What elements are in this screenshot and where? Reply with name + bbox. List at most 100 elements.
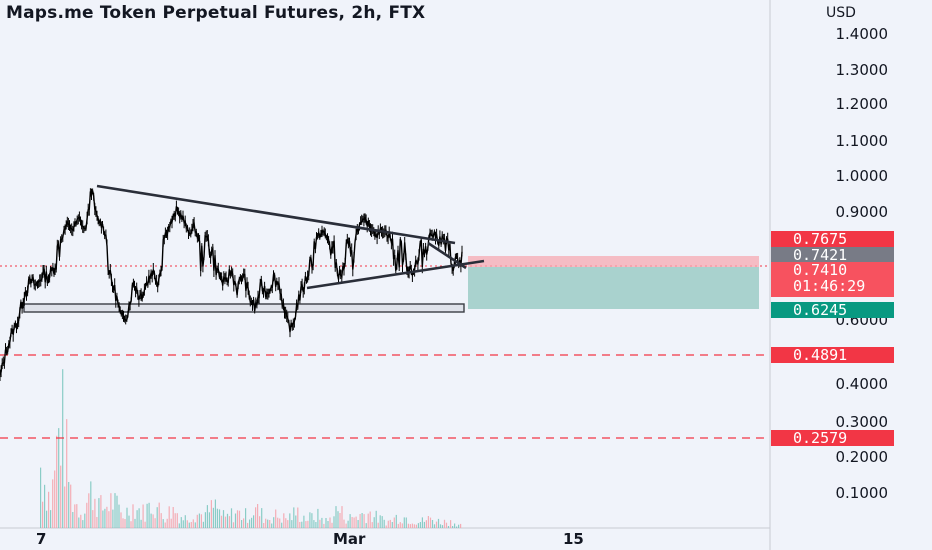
volume-bar xyxy=(94,498,96,528)
volume-bar xyxy=(243,518,245,528)
price-label-0.7421: 0.7421 xyxy=(771,247,894,263)
volume-bar xyxy=(365,523,367,528)
volume-bar xyxy=(259,516,261,528)
price-label-value: 0.7675 xyxy=(793,230,848,248)
volume-bar xyxy=(88,493,90,528)
volume-bar xyxy=(218,509,221,528)
volume-bar xyxy=(228,516,231,528)
volume-bar xyxy=(162,519,164,528)
volume-bar xyxy=(102,510,104,528)
volume-bar xyxy=(327,521,329,528)
volume-bar xyxy=(283,513,285,528)
time-tick-label: 7 xyxy=(36,530,47,548)
volume-bar xyxy=(76,504,78,528)
volume-bar xyxy=(441,525,444,528)
volume-bar xyxy=(184,515,186,528)
volume-bar xyxy=(186,520,188,528)
volume-bar xyxy=(425,520,427,528)
price-tick-label: 0.3000 xyxy=(835,413,889,431)
volume-bar xyxy=(247,522,249,528)
volume-bar xyxy=(154,518,156,528)
volume-bar xyxy=(112,509,114,528)
volume-bar xyxy=(353,517,355,528)
volume-bar xyxy=(170,518,172,528)
volume-bar xyxy=(226,513,229,528)
volume-bar xyxy=(359,514,361,528)
volume-bar xyxy=(405,517,407,528)
volume-bar xyxy=(417,523,419,528)
volume-bar xyxy=(257,504,259,528)
volume-bar xyxy=(341,506,343,528)
volume-bar xyxy=(194,522,196,528)
volume-bar xyxy=(190,522,192,528)
volume-bar xyxy=(399,522,401,528)
price-tick-label: 0.4000 xyxy=(835,375,889,393)
volume-bar xyxy=(413,524,415,528)
volume-bar xyxy=(403,517,405,528)
volume-bar xyxy=(214,499,216,528)
price-tick-label: 1.2000 xyxy=(835,95,889,113)
volume-bar xyxy=(395,514,397,528)
volume-bar xyxy=(387,520,389,528)
support-band[interactable] xyxy=(23,303,465,313)
short-position-tool[interactable] xyxy=(468,256,759,309)
volume-bar xyxy=(249,519,251,528)
volume-bar xyxy=(60,465,62,528)
volume-bar xyxy=(291,520,293,528)
volume-bar xyxy=(160,513,162,528)
bar-countdown: 01:46:29 xyxy=(793,277,866,295)
trendlines[interactable] xyxy=(96,184,485,290)
volume-bar xyxy=(66,419,68,528)
volume-bar xyxy=(301,521,303,528)
price-label-value: 0.7421 xyxy=(793,246,848,264)
price-label-0.6245: 0.6245 xyxy=(771,302,894,318)
volume-bar xyxy=(204,512,206,528)
volume-bar xyxy=(439,524,442,528)
volume-bar xyxy=(104,508,106,528)
volume-bar xyxy=(431,520,434,528)
volume-bar xyxy=(116,495,118,528)
volume-bar xyxy=(287,520,289,528)
volume-bar xyxy=(212,507,214,528)
volume-bar xyxy=(389,519,391,528)
volume-bar xyxy=(80,514,82,528)
volume-bar xyxy=(407,523,409,528)
volume-bar xyxy=(136,510,138,528)
volume-bar xyxy=(373,517,375,528)
price-label-0.4891: 0.4891 xyxy=(771,347,894,363)
volume-bar xyxy=(174,513,176,528)
volume-bar xyxy=(74,504,76,528)
volume-bar xyxy=(339,513,341,528)
volume-bar xyxy=(393,517,395,528)
resistance-trendline xyxy=(96,184,456,245)
volume-bar xyxy=(188,522,190,528)
volume-bar xyxy=(62,369,64,528)
volume-bar xyxy=(313,520,315,528)
volume-bar xyxy=(305,521,307,528)
volume-bar xyxy=(124,519,126,528)
volume-bar xyxy=(456,526,458,528)
volume-bar xyxy=(401,523,403,528)
volume-bar xyxy=(100,495,102,528)
volume-bar xyxy=(458,524,460,528)
volume-bar xyxy=(299,522,301,528)
time-tick-label: Mar xyxy=(333,530,366,548)
volume-bar xyxy=(210,500,212,528)
volume-bar xyxy=(279,518,281,528)
volume-bar xyxy=(48,491,50,528)
volume-bar xyxy=(321,517,323,528)
volume-bar xyxy=(261,508,263,528)
volume-bar xyxy=(78,517,80,528)
volume-bar xyxy=(158,502,160,528)
price-tick-label: 0.9000 xyxy=(835,203,889,221)
volume-bar xyxy=(317,508,319,528)
currency-label: USD xyxy=(826,5,856,21)
volume-bar xyxy=(50,510,52,528)
volume-bar xyxy=(273,517,275,528)
volume-bar xyxy=(180,517,182,528)
volume-bar xyxy=(230,508,233,528)
price-label-value: 0.4891 xyxy=(793,346,848,364)
volume-bar xyxy=(222,510,225,528)
volume-bar xyxy=(108,511,110,528)
volume-bar xyxy=(351,517,353,528)
